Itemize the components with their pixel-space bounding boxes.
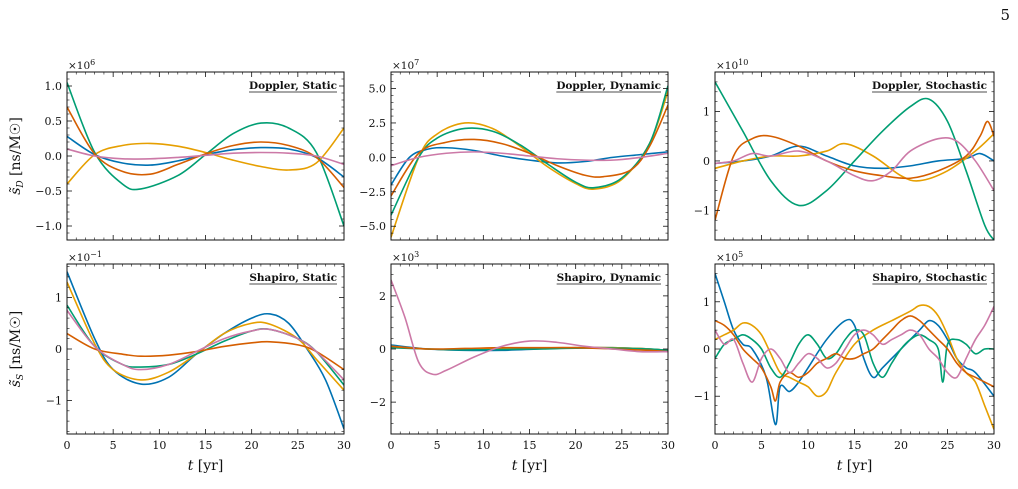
y-tick-label: −1 (694, 204, 710, 217)
series-line-4 (391, 345, 668, 353)
panel-title-doppler-dynamic: Doppler, Dynamic (556, 80, 661, 92)
series-line-2 (391, 91, 668, 238)
y-axis-label-0: s̃D [ns/M☉] (8, 117, 26, 195)
series-line-5 (391, 279, 668, 376)
series-line-2 (67, 281, 344, 391)
x-tick-label: 0 (712, 439, 719, 452)
series-line-2 (67, 127, 344, 185)
x-axis-label-3: t [yr] (188, 458, 224, 474)
x-tick-label: 25 (941, 439, 955, 452)
x-tick-label: 25 (291, 439, 305, 452)
y-tick-label: 0 (703, 343, 710, 356)
series-line-5 (391, 151, 668, 167)
series-line-5 (715, 136, 994, 192)
series-line-4 (715, 315, 994, 402)
x-tick-label: 0 (64, 439, 71, 452)
y-tick-label: 2.5 (369, 117, 387, 130)
x-axis-label-5: t [yr] (837, 458, 873, 474)
x-tick-label: 10 (476, 439, 490, 452)
y-tick-label: 0.0 (45, 150, 63, 163)
series-line-4 (715, 120, 994, 221)
y-tick-label: 1.0 (45, 80, 63, 93)
x-tick-label: 10 (152, 439, 166, 452)
y-axis-label-3: s̃S [ns/M☉] (8, 311, 26, 388)
x-tick-label: 15 (523, 439, 537, 452)
y-tick-label: −0.5 (35, 185, 62, 198)
axes-frame (66, 263, 345, 435)
x-tick-label: 5 (434, 439, 441, 452)
x-tick-label: 0 (388, 439, 395, 452)
y-tick-label: 0 (703, 155, 710, 168)
panel-title-shapiro-static: Shapiro, Static (249, 272, 337, 284)
panel-shapiro-dynamic: 0 5 10 15 20 25 30 −2 0 2 Shapiro, Dynamic ×103 t [y… (370, 250, 675, 474)
y-tick-label: 2 (379, 290, 386, 303)
series-line-3 (391, 85, 668, 216)
x-tick-label: 20 (245, 439, 259, 452)
panel-doppler-dynamic: −5.0 −2.5 0.0 2.5 5.0 Doppler, Dynamic ×107 (359, 58, 669, 241)
series-line-4 (391, 104, 668, 197)
panel-title-shapiro-dynamic: Shapiro, Dynamic (557, 272, 661, 284)
x-tick-label: 10 (801, 439, 815, 452)
panel-doppler-static: −1.0 −0.5 0.0 0.5 1.0 Doppler, Static ×106 s̃D … (8, 58, 345, 241)
page-number: 5 (1000, 6, 1010, 24)
y-tick-label: 5.0 (369, 83, 387, 96)
x-tick-label: 20 (894, 439, 908, 452)
multiplier-label-4: ×103 (392, 250, 419, 264)
x-tick-label: 30 (337, 439, 351, 452)
y-tick-label: 1 (703, 296, 710, 309)
y-tick-label: 0 (55, 343, 62, 356)
x-axis-label-4: t [yr] (512, 458, 548, 474)
panel-shapiro-stochastic: 0 5 10 15 20 25 30 −1 0 1 Shapiro, Stochastic ×105 t… (694, 250, 1001, 474)
y-tick-label: 1 (703, 106, 710, 119)
x-tick-label: 5 (110, 439, 117, 452)
series-line-1 (715, 273, 994, 426)
y-tick-label: 1 (55, 291, 62, 304)
panel-shapiro-static: 0 5 10 15 20 25 30 −1 0 1 Shapiro, Static ×10−1 s̃S … (8, 250, 351, 474)
multiplier-label-5: ×105 (716, 250, 743, 264)
x-tick-label: 25 (615, 439, 629, 452)
series-line-3 (715, 328, 994, 383)
panel-doppler-stochastic: −1 0 1 Doppler, Stochastic ×1010 (694, 58, 995, 241)
y-tick-label: −1 (46, 395, 62, 408)
multiplier-label-1: ×107 (392, 58, 419, 72)
y-tick-label: 0 (379, 343, 386, 356)
panel-title-shapiro-stochastic: Shapiro, Stochastic (872, 272, 987, 284)
x-tick-label: 15 (199, 439, 213, 452)
series-line-5 (67, 309, 344, 381)
multiplier-label-0: ×106 (68, 58, 95, 72)
series-line-5 (67, 148, 344, 166)
multiplier-label-3: ×10−1 (68, 250, 102, 264)
x-tick-label: 15 (848, 439, 862, 452)
y-tick-label: −2 (370, 396, 386, 409)
panel-title-doppler-static: Doppler, Static (249, 80, 337, 92)
y-tick-label: −2.5 (359, 186, 386, 199)
x-tick-label: 30 (987, 439, 1001, 452)
x-tick-label: 30 (661, 439, 675, 452)
series-line-5 (715, 306, 994, 383)
y-tick-label: −5.0 (359, 220, 386, 233)
series-line-2 (715, 304, 994, 430)
panel-title-doppler-stochastic: Doppler, Stochastic (872, 80, 987, 92)
y-tick-label: −1.0 (35, 220, 62, 233)
y-tick-label: −1 (694, 390, 710, 403)
series-line-4 (67, 106, 344, 189)
multiplier-label-2: ×1010 (716, 58, 748, 72)
x-tick-label: 5 (758, 439, 765, 452)
y-tick-label: 0.0 (369, 151, 387, 164)
x-tick-label: 20 (569, 439, 583, 452)
y-tick-label: 0.5 (45, 115, 63, 128)
series-line-1 (391, 146, 668, 186)
series-line-3 (67, 304, 344, 386)
series-line-4 (67, 332, 344, 371)
series-line-3 (715, 81, 994, 240)
